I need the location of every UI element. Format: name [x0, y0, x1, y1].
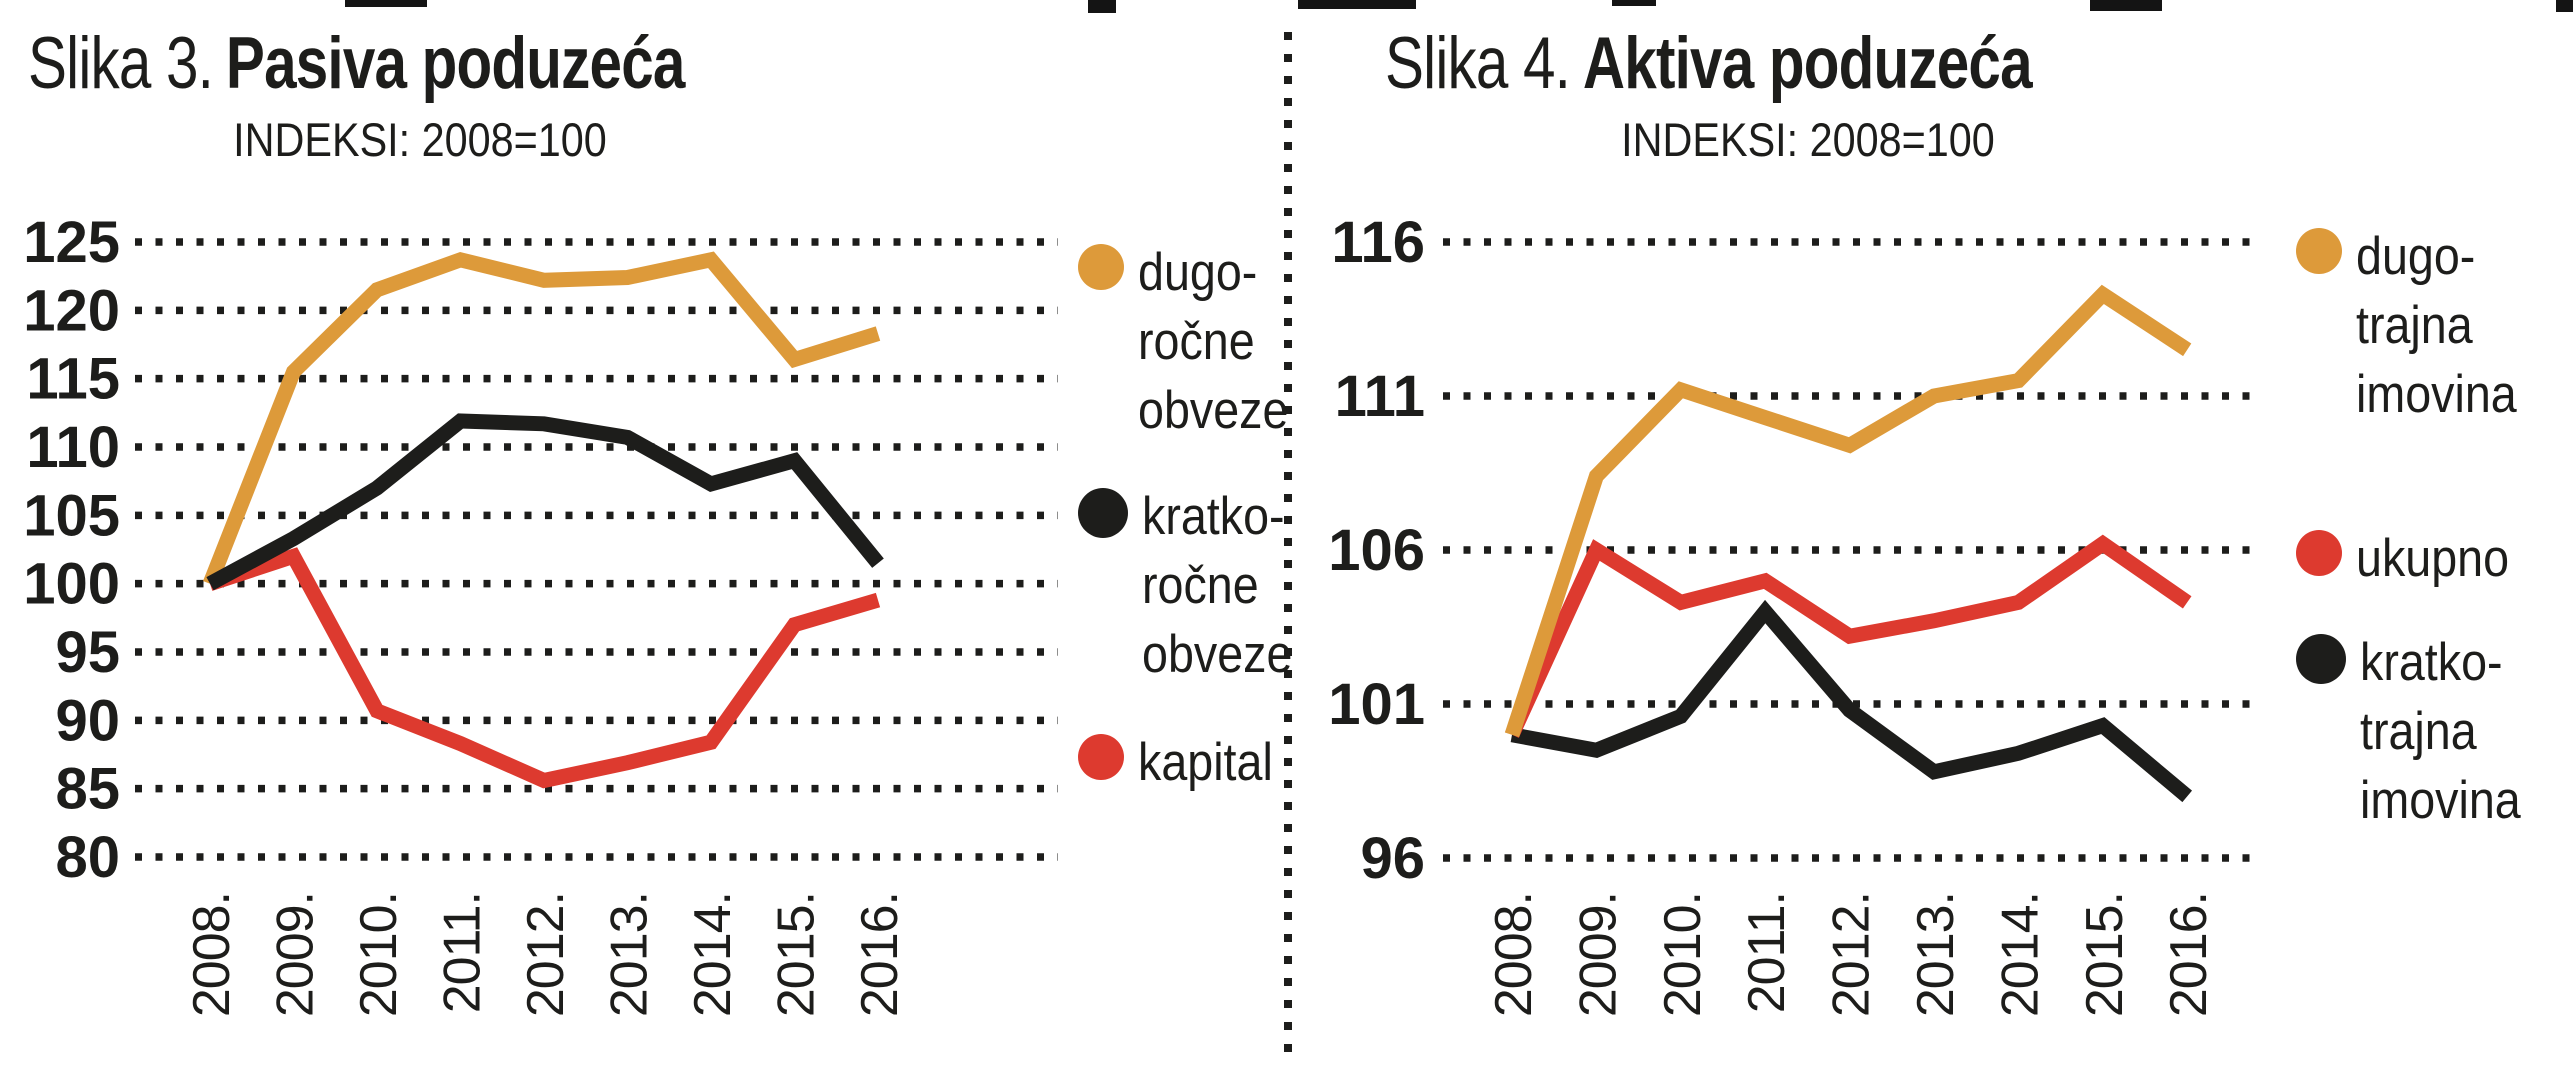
y-axis-tick-label: 105	[23, 483, 120, 548]
dugoro-ne-obveze-legend-dot-icon	[1078, 244, 1124, 290]
cropped-text-artifact	[1298, 0, 1416, 9]
x-axis-tick-label: 2015.	[768, 892, 826, 1017]
x-axis-tick-label: 2014.	[684, 892, 742, 1017]
legend-label-line: ukupno	[2356, 529, 2510, 588]
x-axis-tick-label: 2012.	[1823, 892, 1881, 1017]
figure-3-header: Slika 3. Pasiva poduzeća	[28, 22, 685, 105]
y-axis-tick-label: 80	[55, 825, 120, 890]
figure-3-subtitle: INDEKSI: 2008=100	[233, 113, 607, 166]
legend-label-line: obveze	[1142, 625, 1293, 684]
series-line-dugotrajna-imovina	[1504, 284, 2192, 738]
x-axis-tick-label: 2015.	[2076, 892, 2134, 1017]
legend-item-ukupno: ukupno	[2296, 524, 2530, 593]
series-line-ukupno	[1505, 534, 2192, 738]
panel-divider-dotted-line	[1284, 32, 1292, 1060]
series-line-kapital	[207, 547, 881, 789]
kapital-legend-dot-icon	[1078, 734, 1124, 780]
x-axis-tick-label: 2014.	[1991, 892, 2049, 1017]
series-line-dugoro-ne-obveze	[203, 251, 881, 587]
legend-label-line: dugo-	[1138, 243, 1258, 302]
legend-label: kratko-trajna imovina	[2360, 628, 2521, 835]
figure-4-subtitle: INDEKSI: 2008=100	[1621, 113, 1995, 166]
x-axis-tick-label: 2008.	[183, 892, 241, 1017]
figure-4-label: Slika 4.	[1385, 23, 1571, 104]
x-axis-tick-label: 2009.	[267, 892, 325, 1017]
kratkoro-ne-obveze-legend-dot-icon	[1078, 488, 1128, 538]
cropped-text-artifact	[345, 0, 427, 7]
dugotrajna-imovina-legend-dot-icon	[2296, 228, 2342, 274]
figure-4-header: Slika 4. Aktiva poduzeća	[1385, 22, 2033, 105]
legend-label-line: kratko-	[2360, 633, 2503, 692]
figure-3-label: Slika 3.	[28, 23, 214, 104]
y-axis-tick-label: 101	[1328, 672, 1425, 737]
legend-label-line: obveze	[1138, 381, 1289, 440]
y-axis-tick-label: 100	[23, 552, 120, 617]
y-axis-tick-label: 90	[55, 688, 120, 753]
y-axis-tick-label: 120	[23, 278, 120, 343]
x-axis-tick-label: 2013.	[601, 892, 659, 1017]
legend-label-line: trajna	[2360, 702, 2477, 761]
y-axis-tick-label: 115	[26, 347, 120, 412]
cropped-text-artifact	[2556, 0, 2573, 12]
y-axis-tick-label: 106	[1328, 518, 1425, 583]
x-axis-tick-label: 2010.	[1654, 892, 1712, 1017]
x-axis-tick-label: 2008.	[1485, 892, 1543, 1017]
x-axis-tick-label: 2016.	[851, 892, 909, 1017]
cropped-text-artifact	[1088, 0, 1116, 13]
y-axis-tick-label: 96	[1360, 826, 1425, 891]
x-axis-tick-label: 2012.	[517, 892, 575, 1017]
y-axis-tick-label: 85	[55, 757, 120, 822]
legend-label-line: imovina	[2356, 365, 2517, 424]
legend-label-line: kapital	[1138, 733, 1273, 792]
y-axis-tick-label: 111	[1335, 364, 1425, 429]
legend-label: dugo-ročne obveze	[1138, 238, 1288, 445]
y-axis-tick-label: 116	[1331, 210, 1425, 275]
legend-label: ukupno	[2356, 524, 2509, 593]
x-axis-tick-label: 2009.	[1569, 892, 1627, 1017]
cropped-text-artifact	[1612, 0, 1656, 6]
legend-label: kratko-ročne obveze	[1142, 482, 1292, 689]
legend-label-line: trajna	[2356, 296, 2473, 355]
legend-item-dugoro-ne-obveze: dugo-ročne obveze	[1078, 238, 1309, 445]
legend-label-line: imovina	[2360, 771, 2521, 830]
legend-label-line: kratko-	[1142, 487, 1285, 546]
legend-item-kratkoro-ne-obveze: kratko-ročne obveze	[1078, 482, 1313, 689]
legend-item-dugotrajna-imovina: dugo-trajna imovina	[2296, 222, 2539, 429]
legend-label-line: dugo-	[2356, 227, 2476, 286]
series-line-kratkoro-ne-obveze	[206, 413, 884, 591]
ukupno-legend-dot-icon	[2296, 530, 2342, 576]
x-axis-tick-label: 2013.	[1907, 892, 1965, 1017]
figure-4-title: Aktiva poduzeća	[1582, 23, 2033, 104]
y-axis-tick-label: 110	[26, 415, 120, 480]
kratkotrajna-imovina-legend-dot-icon	[2296, 634, 2346, 684]
y-axis-tick-label: 125	[23, 210, 120, 275]
legend-label-line: ročne	[1142, 556, 1259, 615]
x-axis-tick-label: 2016.	[2160, 892, 2218, 1017]
x-axis-tick-label: 2011.	[434, 892, 492, 1013]
legend-item-kratkotrajna-imovina: kratko-trajna imovina	[2296, 628, 2543, 835]
y-axis-tick-label: 95	[55, 620, 120, 685]
cropped-text-artifact	[2090, 0, 2162, 11]
legend-label-line: ročne	[1138, 312, 1255, 371]
figure-3-title: Pasiva poduzeća	[225, 23, 685, 104]
x-axis-tick-label: 2011.	[1738, 892, 1796, 1013]
x-axis-tick-label: 2010.	[350, 892, 408, 1017]
legend-item-kapital: kapital	[1078, 728, 1291, 797]
legend-label: dugo-trajna imovina	[2356, 222, 2517, 429]
legend-label: kapital	[1138, 728, 1273, 797]
series-line-kratkotrajna-imovina	[1510, 599, 2193, 803]
